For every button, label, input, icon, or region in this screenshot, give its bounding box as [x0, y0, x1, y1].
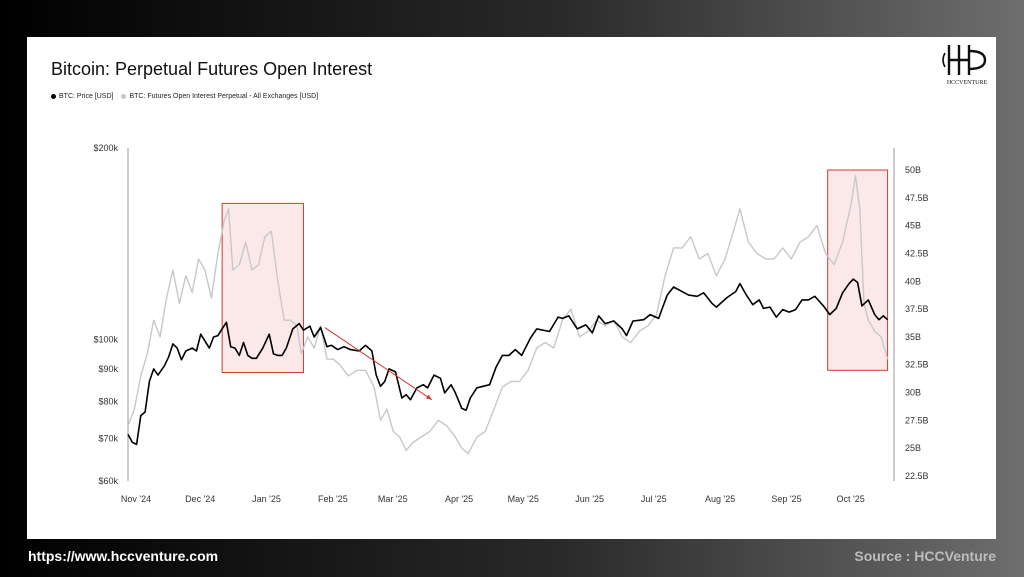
- x-tick-label: Oct '25: [837, 494, 865, 504]
- series-line-open-interest: [127, 174, 889, 455]
- y-right-tick-label: 32.5B: [905, 360, 929, 370]
- chart-title: Bitcoin: Perpetual Futures Open Interest: [51, 59, 373, 79]
- y-left-tick-label: $100k: [93, 335, 118, 345]
- highlight-box-1: [221, 202, 304, 374]
- x-tick-label: Jul '25: [641, 494, 667, 504]
- legend-item-oi[interactable]: BTC: Futures Open Interest Perpetual - A…: [121, 93, 318, 100]
- hccventure-logo: HCCVENTURE: [942, 45, 988, 86]
- y-right-tick-label: 37.5B: [905, 304, 929, 314]
- trend-arrow-head: [425, 394, 432, 400]
- series-line-price: [127, 278, 889, 446]
- y-left-tick-label: $90k: [98, 364, 118, 374]
- x-tick-label: Mar '25: [378, 494, 408, 504]
- y-right-tick-label: 50B: [905, 165, 921, 175]
- trend-arrow-line: [324, 327, 433, 401]
- x-tick-label: Jan '25: [252, 494, 281, 504]
- svg-text:HCCVENTURE: HCCVENTURE: [947, 80, 988, 86]
- legend-label-oi: BTC: Futures Open Interest Perpetual - A…: [129, 93, 319, 100]
- chart-svg: $60k $70k $80k $90k $100k $200k 22.5B 25B 27.5B 3…: [93, 143, 929, 504]
- legend-item-price[interactable]: BTC: Price [USD]: [51, 93, 113, 100]
- y-left-tick-label: $60k: [98, 476, 118, 486]
- chart-panel: Bitcoin: Perpetual Futures Open Interest…: [27, 37, 996, 539]
- y-right-tick-label: 47.5B: [905, 193, 929, 203]
- highlight-box-2: [827, 169, 889, 371]
- x-tick-label: Sep '25: [771, 494, 801, 504]
- y-right-tick-label: 25B: [905, 443, 921, 453]
- x-tick-label: Feb '25: [318, 494, 348, 504]
- x-tick-label: May '25: [508, 494, 539, 504]
- x-tick-label: Jun '25: [575, 494, 604, 504]
- x-tick-label: Dec '24: [185, 494, 215, 504]
- y-right-tick-label: 42.5B: [905, 248, 929, 258]
- y-left-tick-label: $200k: [93, 143, 118, 153]
- y-right-tick-label: 27.5B: [905, 415, 929, 425]
- x-tick-label: Aug '25: [705, 494, 735, 504]
- y-right-tick-label: 45B: [905, 221, 921, 231]
- x-tick-label: Nov '24: [121, 494, 151, 504]
- y-right-tick-label: 30B: [905, 388, 921, 398]
- website-link[interactable]: https://www.hccventure.com: [28, 548, 219, 564]
- chart-legend: BTC: Price [USD] BTC: Futures Open Inter…: [51, 93, 318, 100]
- legend-dot-price: [51, 94, 56, 99]
- y-right-tick-label: 40B: [905, 276, 921, 286]
- legend-label-price: BTC: Price [USD]: [59, 93, 114, 100]
- legend-dot-oi: [121, 94, 127, 99]
- y-right-tick-label: 35B: [905, 332, 921, 342]
- y-left-tick-label: $80k: [98, 396, 118, 406]
- y-left-tick-label: $70k: [98, 433, 118, 443]
- source-label: Source : HCCVenture: [854, 548, 996, 564]
- y-right-tick-label: 22.5B: [905, 471, 929, 481]
- x-tick-label: Apr '25: [445, 494, 473, 504]
